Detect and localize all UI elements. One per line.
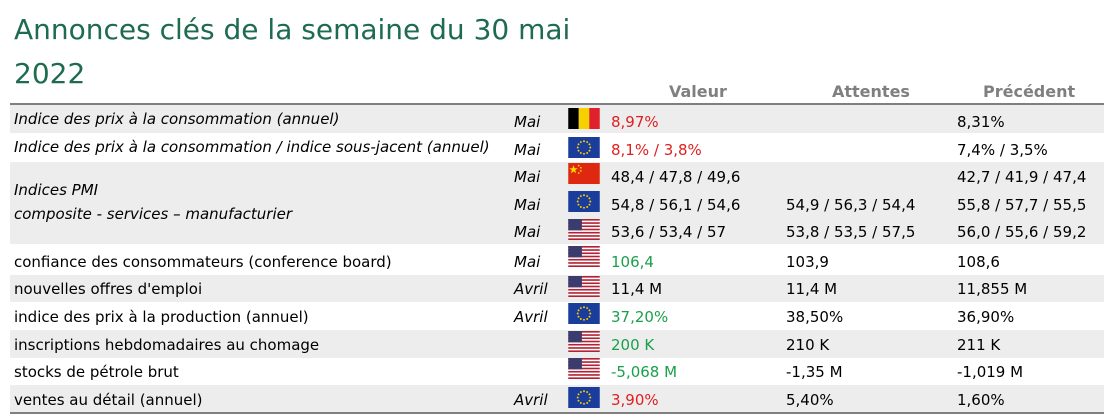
row-label: confiance des consommateurs (conference … <box>14 253 392 271</box>
row-period: Avril <box>514 308 548 326</box>
row-previous: 36,90% <box>957 308 1015 326</box>
table-bottom-rule <box>10 412 1104 414</box>
row-period: Mai <box>514 141 541 159</box>
row-label: Indices PMI <box>14 181 99 199</box>
row-label: inscriptions hebdomadaires au chomage <box>14 336 320 354</box>
column-header-attentes: Attentes <box>832 82 910 101</box>
row-expected: 11,4 M <box>786 280 838 298</box>
row-label: ventes au détail (annuel) <box>14 391 203 409</box>
row-period: Mai <box>514 113 541 131</box>
page-title: Annonces clés de la semaine du 30 mai 20… <box>14 13 571 90</box>
row-band <box>10 162 1104 244</box>
row-previous: 42,7 / 41,9 / 47,4 <box>957 168 1087 186</box>
table-top-rule <box>10 103 1104 105</box>
usa-flag-icon <box>568 219 600 240</box>
row-label: indice des prix à la production (annuel) <box>14 308 309 326</box>
row-band <box>10 385 1104 412</box>
row-expected: -1,35 M <box>786 363 843 381</box>
row-expected: 53,8 / 53,5 / 57,5 <box>786 223 916 241</box>
row-previous: -1,019 M <box>957 363 1024 381</box>
row-value: 11,4 M <box>611 280 663 298</box>
eu-flag-icon <box>568 137 600 158</box>
row-previous: 1,60% <box>957 391 1005 409</box>
row-value: 48,4 / 47,8 / 49,6 <box>611 168 741 186</box>
row-value: 3,90% <box>611 391 659 409</box>
row-period: Mai <box>514 196 541 214</box>
row-previous: 56,0 / 55,6 / 59,2 <box>957 223 1087 241</box>
row-band <box>10 275 1104 302</box>
row-expected: 210 K <box>786 336 830 354</box>
column-header-valeur: Valeur <box>669 82 727 101</box>
row-previous: 8,31% <box>957 113 1005 131</box>
row-band <box>10 330 1104 358</box>
row-label: nouvelles offres d'emploi <box>14 280 203 298</box>
row-label: Indice des prix à la consommation (annue… <box>14 110 340 128</box>
usa-flag-icon <box>568 276 600 297</box>
row-period: Mai <box>514 253 541 271</box>
usa-flag-icon <box>568 331 600 352</box>
eu-flag-icon <box>568 387 600 408</box>
eu-flag-icon <box>568 191 600 212</box>
row-previous: 211 K <box>957 336 1001 354</box>
row-value: 53,6 / 53,4 / 57 <box>611 223 727 241</box>
row-band <box>10 105 1104 133</box>
row-period: Mai <box>514 168 541 186</box>
china-flag-icon <box>568 163 600 184</box>
column-header-precedent: Précédent <box>983 82 1076 101</box>
row-previous: 11,855 M <box>957 280 1028 298</box>
row-period: Avril <box>514 391 548 409</box>
row-value: 106,4 <box>611 253 654 271</box>
row-expected: 103,9 <box>786 253 829 271</box>
row-value: 200 K <box>611 336 655 354</box>
eu-flag-icon <box>568 303 600 324</box>
row-expected: 54,9 / 56,3 / 54,4 <box>786 196 916 214</box>
row-previous: 55,8 / 57,7 / 55,5 <box>957 196 1087 214</box>
belgium-flag-icon <box>568 108 600 129</box>
row-previous: 108,6 <box>957 253 1000 271</box>
row-period: Mai <box>514 223 541 241</box>
row-value: -5,068 M <box>611 363 678 381</box>
row-expected: 5,40% <box>786 391 834 409</box>
row-period: Avril <box>514 280 548 298</box>
row-value: 37,20% <box>611 308 669 326</box>
row-label-secondary: composite - services – manufacturier <box>14 205 293 223</box>
row-expected: 38,50% <box>786 308 844 326</box>
row-value: 54,8 / 56,1 / 54,6 <box>611 196 741 214</box>
row-value: 8,1% / 3,8% <box>611 141 702 159</box>
row-previous: 7,4% / 3,5% <box>957 141 1048 159</box>
row-label: stocks de pétrole brut <box>14 363 179 381</box>
usa-flag-icon <box>568 358 600 379</box>
row-value: 8,97% <box>611 113 659 131</box>
usa-flag-icon <box>568 246 600 267</box>
row-label: Indice des prix à la consommation / indi… <box>14 138 490 156</box>
